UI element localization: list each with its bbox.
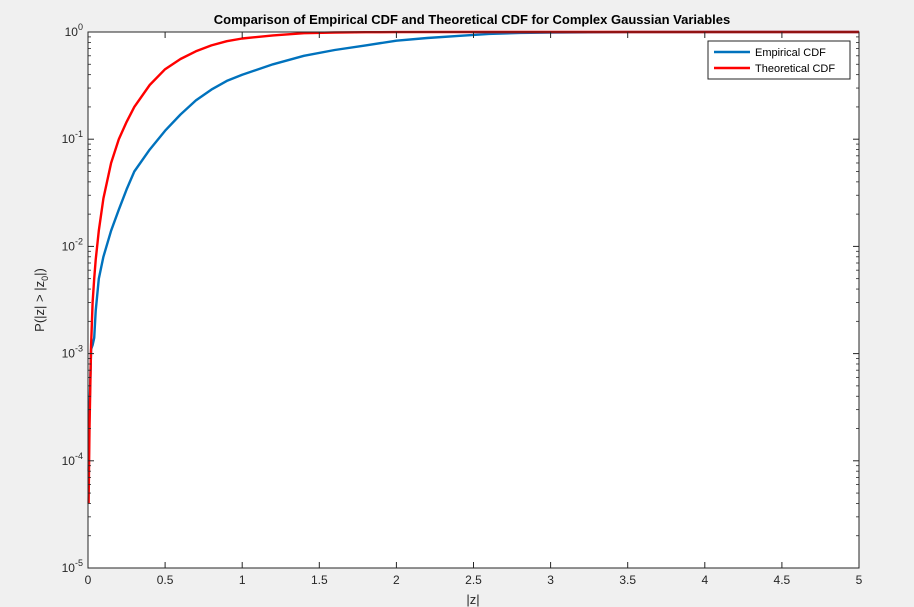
x-tick-label: 2 xyxy=(393,573,400,587)
legend-label-2: Theoretical CDF xyxy=(755,63,835,75)
series-line-1 xyxy=(87,30,859,472)
legend: Empirical CDF Theoretical CDF xyxy=(707,40,851,80)
x-tick-label: 5 xyxy=(856,573,863,587)
legend-label-1: Empirical CDF xyxy=(755,47,826,59)
x-tick-label: 2.5 xyxy=(465,573,482,587)
x-tick-label: 0 xyxy=(85,573,92,587)
x-tick-label: 3.5 xyxy=(619,573,636,587)
y-axis-label: P(|z| > |z0|) xyxy=(32,268,50,332)
x-tick-label: 0.5 xyxy=(157,573,174,587)
y-tick-label: 10-4 xyxy=(62,451,83,468)
x-tick-label: 4 xyxy=(701,573,708,587)
legend-box xyxy=(707,40,851,80)
x-tick-label: 1 xyxy=(239,573,246,587)
y-tick-label: 10-1 xyxy=(62,129,83,146)
y-tick-label: 10-3 xyxy=(62,344,83,361)
chart-title: Comparison of Empirical CDF and Theoreti… xyxy=(214,12,731,27)
ticks-layer: 0 0.5 1 1.5 2 2.5 3 3.5 4 4.5 5 100 10-1 10-2 10-3 10-4… xyxy=(62,22,863,587)
y-tick-label: 100 xyxy=(65,22,83,39)
plot-area xyxy=(88,32,859,568)
x-tick-label: 4.5 xyxy=(774,573,791,587)
y-tick-label: 10-2 xyxy=(62,236,83,253)
x-tick-label: 1.5 xyxy=(311,573,328,587)
x-axis-label: |z| xyxy=(466,592,479,607)
y-tick-label: 10-5 xyxy=(62,558,83,575)
x-tick-label: 3 xyxy=(547,573,554,587)
